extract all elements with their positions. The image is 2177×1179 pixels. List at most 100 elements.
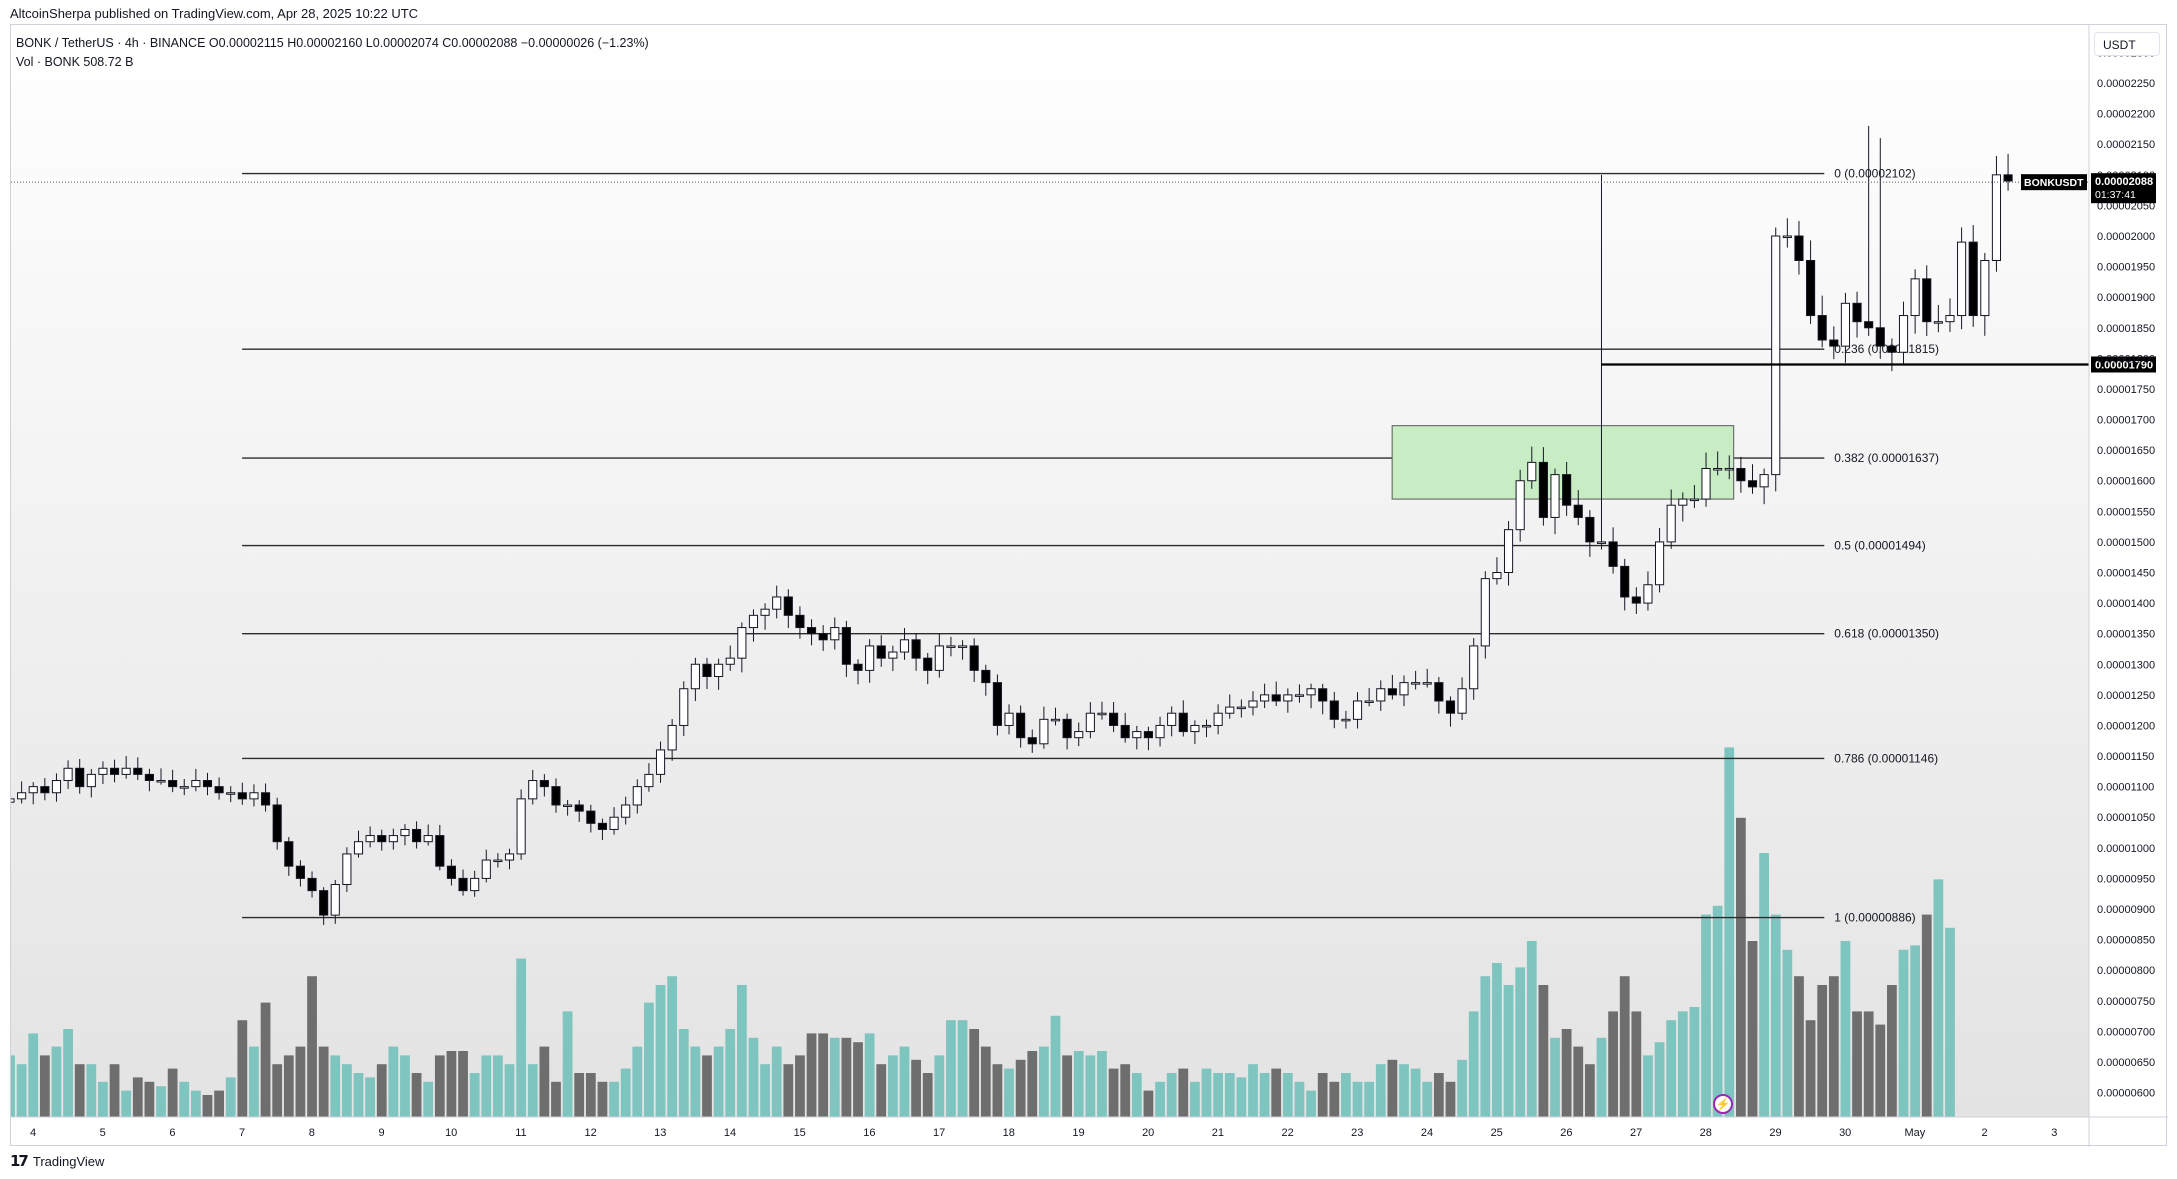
symbol-line[interactable]: BONK / TetherUS · 4h · BINANCE <box>16 36 206 50</box>
candle-down <box>1585 516 1595 543</box>
candle-down <box>1887 345 1897 353</box>
volume-bar <box>980 1046 991 1117</box>
fibonacci-retracement[interactable]: 0 (0.00002102) 0.236 (0.00001815) 0.382 (0… <box>242 167 1939 925</box>
candle-up <box>342 853 352 886</box>
volume-bar <box>51 1046 62 1117</box>
volume-bar <box>1515 967 1526 1117</box>
candle-up <box>679 688 689 726</box>
volume-bar <box>864 1033 875 1117</box>
candle-up <box>1527 461 1537 482</box>
candle-down <box>1109 712 1119 726</box>
volume-bar <box>1341 1073 1351 1117</box>
candle-up <box>655 749 666 775</box>
volume-bar <box>1805 1020 1816 1117</box>
candle-down <box>237 792 247 800</box>
volume-bar <box>1039 1046 1049 1117</box>
candle-down <box>1562 474 1572 506</box>
candle-up <box>1352 700 1363 720</box>
candle-up <box>957 645 968 648</box>
candle-up <box>86 773 96 788</box>
candle-up <box>621 804 631 818</box>
time-axis[interactable]: 4 5 6 7 8 9 10 11 12 13 14 15 16 17 18 19 20 21 22 23 24 25 26… <box>11 1116 2168 1139</box>
candle-down <box>586 810 596 824</box>
candle-up <box>1771 235 1781 476</box>
time-tick-label: 13 <box>654 1127 666 1139</box>
volume-bar <box>969 1029 980 1117</box>
volume-bar <box>400 1055 410 1117</box>
candle-down <box>783 596 793 616</box>
symbol-tag <box>2021 174 2087 191</box>
candle-up <box>1666 504 1676 543</box>
candle-up <box>1782 235 1792 239</box>
currency-selector[interactable]: USDT <box>2094 32 2160 56</box>
volume-bar <box>1468 1011 1479 1117</box>
candle-down <box>1806 259 1816 317</box>
time-tick-label: 18 <box>1003 1127 1015 1139</box>
candle-up <box>1201 724 1212 728</box>
candle-down <box>1538 461 1548 518</box>
candle-down <box>1178 712 1188 733</box>
candle-down <box>969 645 979 671</box>
volume-bar <box>1143 1090 1154 1117</box>
candle-up <box>1132 731 1142 739</box>
volume-bar <box>16 1064 27 1117</box>
candle-up <box>1689 498 1699 502</box>
volume-bar <box>144 1081 155 1117</box>
candle-down <box>597 822 608 830</box>
volume-bar <box>539 1046 550 1117</box>
candle-up <box>1910 278 1920 317</box>
low-value: L0.00002074 <box>365 36 439 50</box>
volume-bar <box>1271 1068 1282 1117</box>
candle-down <box>446 865 456 879</box>
candle-up <box>1225 706 1235 714</box>
candle-up <box>17 792 27 800</box>
volume-bar <box>411 1073 422 1117</box>
candle-down <box>295 865 305 879</box>
price-tick-label: 0.00001350 <box>2097 629 2155 641</box>
tradingview-logo[interactable]: 17 TradingView <box>10 1152 104 1170</box>
time-tick-label: 24 <box>1421 1127 1433 1139</box>
price-tick-label: 0.00001550 <box>2097 506 2155 518</box>
candle-up <box>28 786 38 794</box>
candle-down <box>435 835 445 867</box>
candle-down <box>202 780 213 788</box>
candle-up <box>1260 694 1270 702</box>
volume-bar <box>829 1037 840 1117</box>
candle-up <box>725 657 735 665</box>
volume-row: Vol · BONK 508.72 B <box>16 53 649 72</box>
chart-frame[interactable]: 0 (0.00002102) 0.236 (0.00001815) 0.382 (0… <box>10 24 2168 1147</box>
candle-down <box>1120 724 1130 739</box>
price-axis[interactable]: 0.000023000.000022500.000022000.00002150… <box>2088 25 2155 1147</box>
candle-down <box>923 657 933 671</box>
volume-bar <box>63 1029 73 1117</box>
volume-bar <box>202 1095 213 1117</box>
volume-bar <box>283 1055 294 1117</box>
volume-bar <box>39 1055 50 1117</box>
price-tick-label: 0.00001250 <box>2097 690 2155 702</box>
volume-bar <box>1410 1068 1421 1117</box>
last-price-value: 0.00002088 <box>2095 176 2153 188</box>
candle-up <box>365 835 375 843</box>
time-tick-label: 21 <box>1212 1127 1224 1139</box>
horizontal-line[interactable]: 0.00001790 <box>1601 356 2156 373</box>
volume-bar <box>1631 1011 1642 1117</box>
ohlc-row: BONK / TetherUS · 4h · BINANCE O0.000021… <box>16 34 649 53</box>
fib-level-label: 0.382 (0.00001637) <box>1834 451 1939 465</box>
candle-up <box>1167 712 1177 726</box>
volume-bar <box>1120 1064 1131 1117</box>
price-tick-label: 0.00001200 <box>2097 720 2155 732</box>
bolt-icon[interactable]: ⚡ <box>1713 1094 1733 1114</box>
price-chart[interactable]: 0 (0.00002102) 0.236 (0.00001815) 0.382 (0… <box>11 25 2168 1147</box>
volume-label[interactable]: Vol · BONK <box>16 55 80 69</box>
candle-down <box>539 780 549 788</box>
candle-up <box>714 663 724 678</box>
price-tick-label: 0.00001000 <box>2097 843 2155 855</box>
candle-up <box>690 663 700 690</box>
volume-bar <box>365 1077 375 1117</box>
candle-up <box>1701 467 1711 500</box>
volume-bar <box>690 1046 701 1117</box>
time-tick-label: 23 <box>1351 1127 1363 1139</box>
candle-up <box>63 767 73 782</box>
open-value: O0.00002115 <box>208 36 284 50</box>
candle-up <box>1422 682 1432 685</box>
